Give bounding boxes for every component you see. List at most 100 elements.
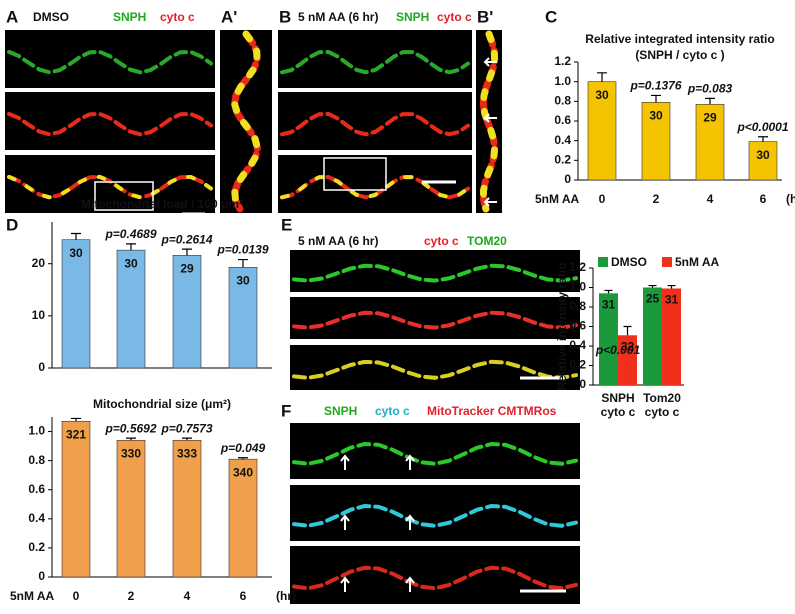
y-axis-label: Relative intensity ratio bbox=[555, 262, 569, 390]
chart-title: Mitochondrial size (μm²) bbox=[93, 397, 231, 411]
legend-label: DMSO bbox=[611, 255, 647, 269]
inset-box bbox=[94, 181, 154, 211]
n-label: 25 bbox=[646, 292, 660, 306]
stain-label: cyto c bbox=[375, 404, 410, 418]
mitochondria bbox=[7, 174, 213, 200]
n-label: 30 bbox=[649, 108, 663, 122]
arrow bbox=[340, 514, 350, 530]
arrow bbox=[340, 454, 350, 470]
chart-title: Relative integrated intensity ratio bbox=[585, 32, 774, 46]
bar bbox=[116, 439, 146, 578]
p-value: p<0.0001 bbox=[736, 120, 788, 134]
y-tick-label: 0.6 bbox=[28, 482, 45, 496]
bar bbox=[695, 103, 725, 181]
p-value: p=0.5692 bbox=[104, 421, 156, 435]
n-label: 30 bbox=[756, 148, 770, 162]
error-bar bbox=[238, 258, 248, 268]
panel-letter: E bbox=[281, 215, 292, 234]
n-label: 321 bbox=[66, 428, 86, 442]
stain-label: SNPH bbox=[396, 10, 429, 24]
panel-letter: C bbox=[545, 7, 557, 26]
x-axis-label: 5nM AA bbox=[10, 589, 55, 603]
p-value: p=0.2614 bbox=[160, 232, 212, 246]
bar bbox=[643, 287, 662, 385]
mitochondria bbox=[292, 359, 578, 380]
n-label: 333 bbox=[177, 446, 197, 460]
arrow bbox=[405, 454, 415, 470]
chart-subtitle: (SNPH / cyto c ) bbox=[635, 48, 724, 62]
error-bar bbox=[182, 437, 192, 441]
arrow bbox=[405, 514, 415, 530]
y-tick-label: 10 bbox=[32, 308, 46, 322]
x-tick-label: 4 bbox=[707, 192, 714, 206]
x-tick-label: 0 bbox=[73, 589, 80, 603]
y-tick-label: 0.8 bbox=[569, 299, 586, 313]
arrow bbox=[483, 113, 497, 123]
arrow bbox=[340, 576, 350, 592]
x-tick-label: 0 bbox=[599, 192, 606, 206]
y-tick-label: 0 bbox=[38, 360, 45, 374]
micrograph bbox=[5, 30, 215, 88]
stain-label: SNPH bbox=[113, 10, 146, 24]
error-bar bbox=[667, 284, 676, 289]
micrograph bbox=[290, 485, 580, 541]
n-label: 330 bbox=[121, 446, 141, 460]
x-tick-sublabel: cyto c bbox=[645, 405, 680, 419]
error-bar bbox=[71, 232, 81, 240]
y-tick-label: 0 bbox=[579, 377, 586, 391]
mitochondria bbox=[280, 111, 470, 137]
bar bbox=[172, 255, 202, 369]
n-label: 340 bbox=[233, 465, 253, 479]
panel-letter: A bbox=[6, 7, 18, 26]
p-value: p=0.4689 bbox=[104, 227, 156, 241]
mitochondria bbox=[292, 310, 578, 330]
y-tick-label: 0.2 bbox=[28, 540, 45, 554]
condition-label: DMSO bbox=[33, 10, 69, 24]
n-label: 31 bbox=[602, 298, 616, 312]
micrographs bbox=[5, 30, 580, 604]
x-tick-sublabel: cyto c bbox=[601, 405, 636, 419]
arrow bbox=[483, 57, 497, 67]
legend-label: 5nM AA bbox=[675, 255, 720, 269]
bar bbox=[618, 335, 637, 385]
micrograph bbox=[290, 297, 580, 339]
x-tick-label: SNPH bbox=[601, 391, 634, 405]
stain-label: cyto c bbox=[424, 234, 459, 248]
y-tick-label: 0.2 bbox=[554, 153, 571, 167]
y-tick-label: 0.2 bbox=[569, 358, 586, 372]
error-bar bbox=[126, 243, 136, 251]
n-label: 32 bbox=[621, 339, 635, 353]
y-tick-label: 0.4 bbox=[28, 511, 45, 525]
p-value: p=0.049 bbox=[220, 441, 266, 455]
bar bbox=[228, 458, 258, 578]
error-bar bbox=[623, 325, 632, 336]
x-unit: (hr) bbox=[786, 192, 795, 206]
micrograph bbox=[5, 92, 215, 150]
x-axis-label: 5nM AA bbox=[535, 192, 580, 206]
arrow bbox=[405, 576, 415, 592]
micrograph bbox=[290, 423, 580, 479]
bar bbox=[116, 249, 146, 369]
n-label: 30 bbox=[124, 256, 138, 270]
y-tick-label: 0 bbox=[38, 569, 45, 583]
panel-letter: B bbox=[279, 7, 291, 26]
y-tick-label: 0.8 bbox=[554, 94, 571, 108]
x-tick-label: 6 bbox=[240, 589, 247, 603]
mitochondria bbox=[292, 263, 578, 283]
micrograph bbox=[278, 155, 472, 213]
y-tick-label: 1.0 bbox=[569, 280, 586, 294]
x-tick-label: 2 bbox=[653, 192, 660, 206]
error-bar bbox=[126, 437, 136, 441]
bar bbox=[172, 439, 202, 578]
error-bar bbox=[648, 284, 657, 288]
bar bbox=[662, 288, 681, 385]
bar bbox=[587, 81, 617, 181]
micrograph bbox=[290, 546, 580, 604]
bar bbox=[61, 239, 91, 369]
micrograph bbox=[278, 92, 472, 150]
y-tick-label: 1.2 bbox=[569, 260, 586, 274]
mitochondria bbox=[280, 174, 470, 200]
bar bbox=[599, 293, 618, 385]
error-bar bbox=[597, 72, 607, 82]
mitochondria bbox=[280, 49, 470, 75]
